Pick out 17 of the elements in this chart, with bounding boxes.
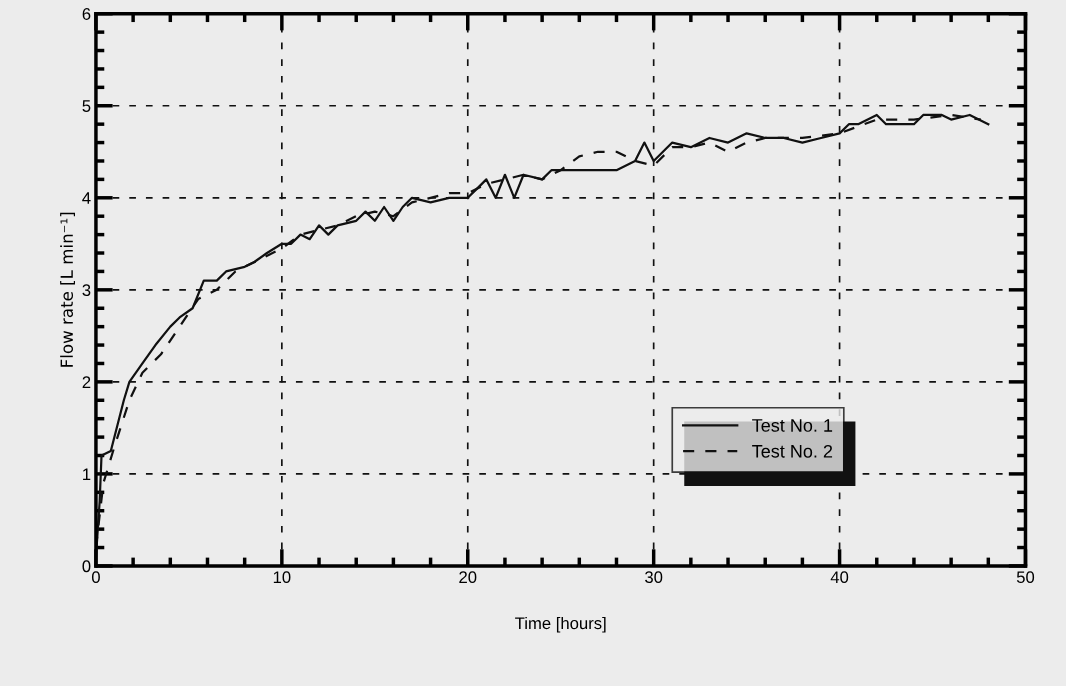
x-tick-label: 50 <box>1016 571 1035 584</box>
y-tick-label: 3 <box>82 284 91 297</box>
y-tick-label: 2 <box>82 376 91 388</box>
y-tick-label: 1 <box>83 468 91 480</box>
legend-label: Test No. 2 <box>752 444 833 458</box>
x-tick-label: 40 <box>830 571 849 584</box>
x-tick-label: 20 <box>459 571 477 584</box>
x-axis-title: Time [hours] <box>515 616 606 633</box>
y-axis-title: Flow rate [L min⁻¹] <box>60 212 75 367</box>
y-tick-label: 4 <box>82 192 91 204</box>
x-tick-label: 30 <box>645 571 663 584</box>
x-tick-label: 10 <box>273 571 291 584</box>
y-tick-label: 5 <box>82 100 91 112</box>
y-tick-label: 0 <box>82 560 91 573</box>
y-tick-label: 6 <box>82 8 91 20</box>
x-tick-label: 0 <box>91 571 100 584</box>
legend-label: Test No. 1 <box>752 419 833 432</box>
